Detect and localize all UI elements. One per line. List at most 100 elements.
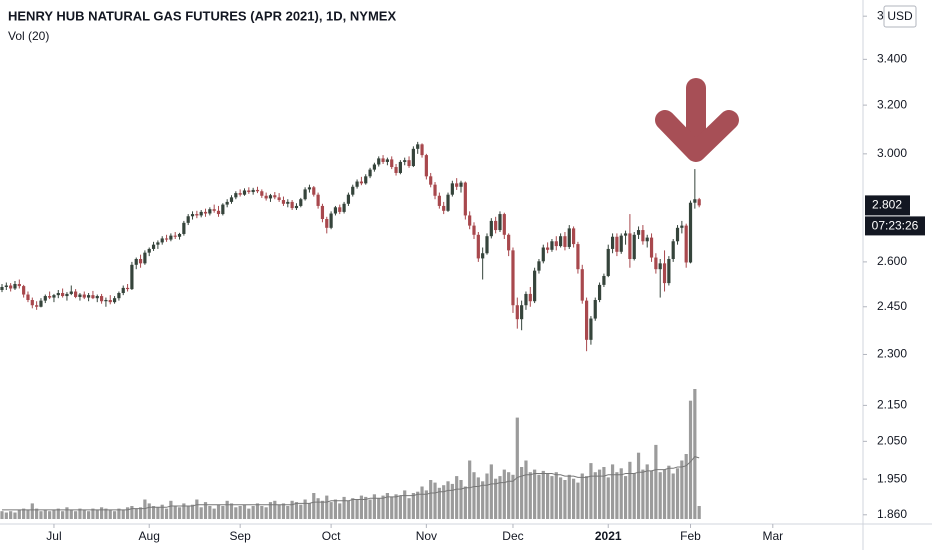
volume-bar [546,473,550,519]
volume-bar [390,496,394,519]
volume-bar [597,469,602,519]
volume-bar [173,506,177,519]
volume-bar [294,502,299,519]
candle-body [433,184,437,196]
volume-bar [364,496,368,519]
volume-bar [221,506,225,519]
candle-body [472,225,476,235]
candle-body [177,233,182,237]
x-tick-label: Sep [229,529,251,543]
candle-body [273,195,277,198]
volume-bar [472,472,476,519]
volume-bar [463,486,467,519]
candle-body [498,214,502,231]
volume-label: Vol (20) [8,29,49,43]
volume-bar [17,509,21,519]
volume-bar [424,490,428,519]
volume-bar [368,499,372,519]
volume-bar [203,502,208,519]
candle-body [160,238,164,243]
candle-body [567,228,571,247]
volume-bar [195,499,199,519]
candle-body [615,236,619,252]
candle-body [195,214,199,216]
volume-bar [56,508,60,519]
last-price: 2.802 [872,198,902,212]
volume-bar [78,508,82,519]
volume-bar [290,500,294,519]
candle-body [390,159,394,168]
candle-body [255,189,260,192]
volume-bar [420,486,424,519]
volume-bar [65,507,69,519]
candle-body [277,197,281,201]
volume-bar [680,460,684,519]
candle-body [446,194,450,211]
volume-bar [95,509,99,519]
volume-bar [320,500,325,519]
candle-body [394,167,398,173]
volume-bar [697,506,701,519]
candle-body [268,195,273,199]
candle-body [515,305,519,320]
candle-body [667,258,671,284]
volume-bar [433,482,437,519]
volume-bar [446,481,450,519]
volume-bar [186,506,190,519]
volume-bar [442,485,446,519]
volume-bar [688,400,693,519]
candle-body [623,233,628,236]
volume-bar [35,508,39,519]
candle-body [156,242,160,245]
volume-bar [593,472,597,519]
candle-body [208,209,212,214]
volume-bar [589,463,593,519]
volume-bar [459,480,463,519]
volume-bar [437,487,441,519]
y-tick-label: 2.150 [877,398,907,412]
currency: USD [887,9,913,23]
down-arrow [655,78,739,162]
candle-body [372,164,377,170]
candle-body [654,257,658,270]
candle-body [636,230,641,235]
candle-body [450,183,454,195]
candle-body [65,293,69,297]
candle-body [212,209,216,211]
candle-body [563,236,567,247]
candle-body [619,235,623,252]
candle-body [641,230,645,242]
volume-bar [199,507,203,519]
volume-bar [338,503,342,519]
volume-bar [108,509,112,519]
volume-bar [571,478,576,519]
candle-body [355,181,359,187]
candle-body [589,318,593,340]
volume-bar [177,507,182,519]
volume-bar [74,511,78,519]
candle-body [463,182,467,216]
candle-body [338,207,342,212]
candle-body [247,190,251,193]
candle-body [403,160,407,162]
candle-body [571,228,576,245]
currency-box[interactable] [883,5,917,28]
volume-bar [351,498,355,519]
candle-body [99,296,104,302]
candle-body [234,193,238,198]
x-tick-label: Oct [322,529,341,543]
volume-bar [316,498,320,519]
candle-body [251,189,255,193]
candle-body [108,300,112,303]
candle-body [104,300,108,302]
candle-body [299,199,303,206]
candle-body [533,270,537,302]
candle-body [69,291,73,294]
candle-body [0,286,4,290]
volume-bar [247,508,251,519]
candle-body [684,225,688,263]
volume-bar [268,502,273,519]
volume-bar [524,460,528,519]
candle-body [147,248,151,253]
volume-bar [567,474,571,519]
